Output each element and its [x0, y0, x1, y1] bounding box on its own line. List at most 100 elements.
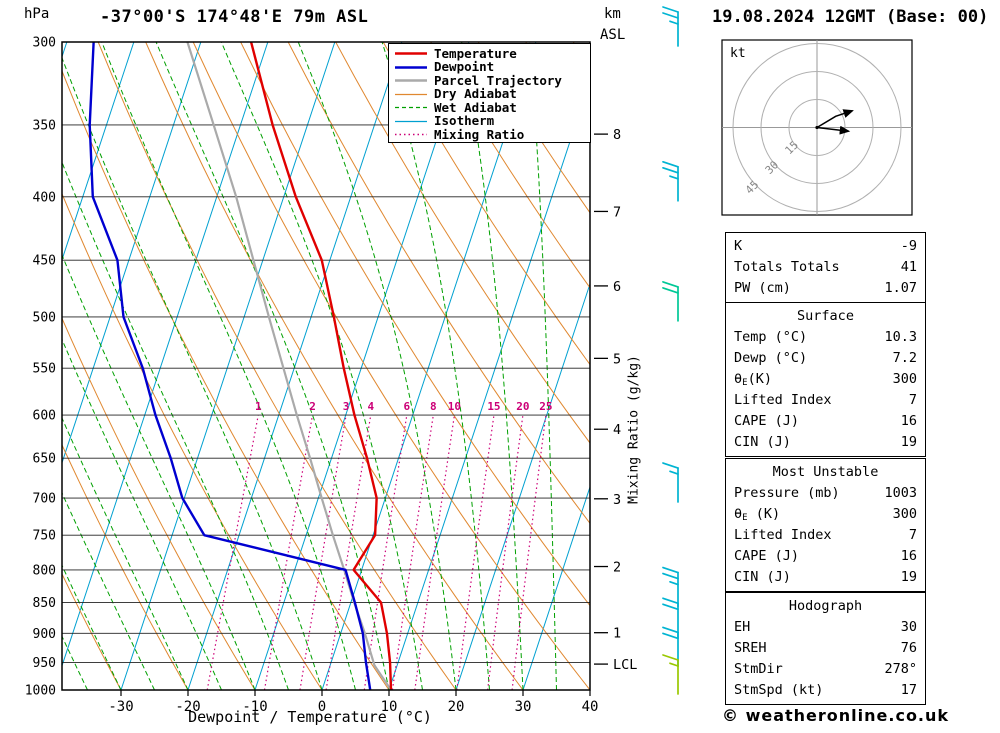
- table-row: PW (cm) 1.07: [726, 278, 925, 299]
- mixing-ratio-axis-label: Mixing Ratio (g/kg): [626, 355, 642, 504]
- table-row-value: 278°: [884, 661, 917, 677]
- table-row-label: Pressure (mb): [734, 485, 840, 501]
- table-row: Totals Totals 41: [726, 257, 925, 278]
- svg-text:1: 1: [613, 626, 621, 642]
- indices-table: K -9 Totals Totals 41 PW (cm) 1.07: [725, 232, 926, 303]
- temp-labels: -30 -20 -10 0 10 20 30 40: [108, 690, 598, 715]
- table-row-label: CAPE (J): [734, 548, 800, 564]
- table-row-label: Dewp (°C): [734, 350, 808, 366]
- station-title: -37°00'S 174°48'E 79m ASL: [100, 7, 369, 27]
- table-row-value: -9: [900, 238, 917, 254]
- table-row: CIN (J) 19: [726, 432, 925, 453]
- table-row: SREH 76: [726, 638, 925, 659]
- legend-item: Dry Adiabat: [394, 86, 590, 102]
- legend-label: Mixing Ratio: [434, 126, 525, 142]
- table-row-value: 30: [900, 619, 917, 635]
- legend-item: Dewpoint: [394, 59, 590, 75]
- svg-text:6: 6: [404, 400, 411, 413]
- table-row-label: EH: [734, 619, 751, 635]
- table-row-value: 7.2: [892, 350, 917, 366]
- legend-line-sample: [395, 52, 427, 55]
- wind-barb: [662, 566, 679, 608]
- svg-text:6: 6: [613, 279, 621, 295]
- svg-text:900: 900: [33, 627, 56, 642]
- svg-text:2: 2: [309, 400, 316, 413]
- table-row-value: 1003: [884, 485, 917, 501]
- legend-label: Temperature: [434, 45, 517, 61]
- table-row: Lifted Index 7: [726, 390, 925, 411]
- svg-text:800: 800: [33, 563, 56, 578]
- svg-text:25: 25: [539, 400, 552, 413]
- table-title: Hodograph: [788, 598, 863, 614]
- table-row-value: 16: [900, 413, 917, 429]
- legend-line-sample: [395, 79, 427, 82]
- legend-label: Wet Adiabat: [434, 99, 517, 115]
- table-row: EH 30: [726, 617, 925, 638]
- table-row-value: 1.07: [884, 280, 917, 296]
- table-row-label: StmDir: [734, 661, 783, 677]
- svg-text:750: 750: [33, 529, 56, 544]
- chart-legend: Temperature Dewpoint Parcel Trajectory Dry …: [388, 43, 591, 143]
- svg-text:5: 5: [613, 351, 621, 367]
- wind-barbs: [662, 6, 679, 695]
- svg-text:-10: -10: [242, 699, 267, 715]
- table-row-label: Totals Totals: [734, 259, 840, 275]
- table-row-label: CIN (J): [734, 569, 791, 585]
- svg-text:950: 950: [33, 656, 56, 671]
- table-row: Lifted Index 7: [726, 525, 925, 546]
- hodograph-table: Hodograph EH 30 SREH 76 StmDir 278° StmSpd (kt)…: [725, 592, 926, 705]
- svg-text:4: 4: [613, 422, 621, 438]
- hodograph-unit: kt: [730, 46, 746, 61]
- svg-text:4: 4: [367, 400, 374, 413]
- table-row-label: StmSpd (kt): [734, 682, 824, 698]
- plot-frame: [61, 41, 591, 691]
- svg-text:10: 10: [448, 400, 461, 413]
- svg-text:7: 7: [613, 204, 621, 220]
- svg-text:400: 400: [33, 190, 56, 205]
- table-row-label: PW (cm): [734, 280, 791, 296]
- legend-item: Isotherm: [394, 113, 590, 129]
- surface-table: Surface Temp (°C) 10.3 Dewp (°C) 7.2 θE(K) 300…: [725, 302, 926, 457]
- table-row-value: 7: [908, 392, 917, 408]
- pressure-labels: 300 350 400 450 500 550 600 650 700 750 800 850 900 9…: [25, 36, 56, 699]
- isotherms: [62, 42, 590, 690]
- svg-text:850: 850: [33, 596, 56, 611]
- legend-item: Wet Adiabat: [394, 101, 590, 115]
- legend-label: Dry Adiabat: [434, 86, 517, 101]
- km-axis: 8 7 6 5 4 3 2 1 LCL: [594, 127, 637, 673]
- copyright: © weatheronline.co.uk: [722, 706, 950, 725]
- svg-text:650: 650: [33, 452, 56, 467]
- table-row-value: 76: [900, 640, 917, 656]
- legend-label: Isotherm: [434, 113, 495, 128]
- svg-text:350: 350: [33, 118, 56, 133]
- svg-text:3: 3: [343, 400, 350, 413]
- table-title: Most Unstable: [772, 464, 879, 480]
- legend-item: Mixing Ratio: [394, 128, 590, 142]
- table-row-label: θE(K): [734, 371, 772, 388]
- table-row-value: 41: [900, 259, 917, 275]
- most-unstable-table: Most Unstable Pressure (mb) 1003 θE (K) 300 L…: [725, 458, 926, 592]
- wind-barb: [662, 6, 679, 47]
- table-row-label: Lifted Index: [734, 527, 832, 543]
- km-axis-unit: km: [604, 6, 621, 22]
- legend-label: Parcel Trajectory: [434, 72, 562, 88]
- svg-text:LCL: LCL: [613, 657, 637, 673]
- svg-text:40: 40: [582, 699, 599, 715]
- legend-line-sample: [395, 66, 427, 69]
- wind-barb: [662, 654, 679, 695]
- svg-text:30: 30: [515, 699, 532, 715]
- wind-barb: [662, 281, 679, 322]
- svg-text:1000: 1000: [25, 684, 56, 699]
- table-row: θE(K) 300: [726, 369, 925, 390]
- legend-item: Parcel Trajectory: [394, 74, 590, 88]
- wind-barb: [662, 626, 679, 668]
- table-row-value: 300: [892, 371, 917, 387]
- table-row-label: θE (K): [734, 506, 781, 523]
- legend-line-sample: [395, 93, 427, 95]
- svg-text:500: 500: [33, 310, 56, 325]
- table-row: CAPE (J) 16: [726, 411, 925, 432]
- legend-label: Dewpoint: [434, 59, 495, 74]
